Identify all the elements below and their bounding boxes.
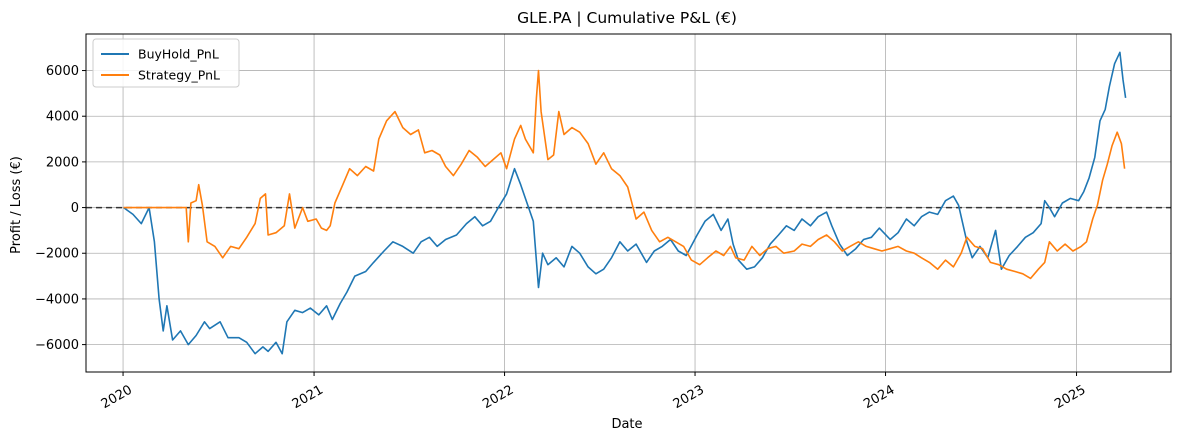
legend: BuyHold_PnL Strategy_PnL: [92, 38, 240, 88]
legend-box: [92, 38, 240, 88]
grid: [86, 34, 1171, 372]
y-axis-ticks: 6000 4000 2000 0 −2000 −4000 −6000: [35, 64, 86, 353]
legend-label: Strategy_PnL: [138, 68, 220, 83]
legend-label: BuyHold_PnL: [138, 47, 219, 62]
y-tick-label: −4000: [35, 292, 79, 307]
y-axis-label: Profit / Loss (€): [9, 156, 24, 254]
series-layer: [123, 51, 1127, 355]
y-tick-label: −6000: [35, 338, 79, 353]
y-tick-label: 0: [71, 201, 79, 216]
y-tick-label: −2000: [35, 247, 79, 262]
series-line-buyhold-pnl: [123, 51, 1127, 355]
y-tick-label: 6000: [46, 64, 79, 79]
y-tick-label: 4000: [46, 110, 79, 125]
chart-title: GLE.PA | Cumulative P&L (€): [517, 9, 737, 27]
plot-area-frame: [85, 33, 1172, 373]
series-line-strategy-pnl: [123, 69, 1126, 280]
y-tick-label: 2000: [46, 155, 79, 170]
x-axis-label: Date: [611, 417, 642, 432]
